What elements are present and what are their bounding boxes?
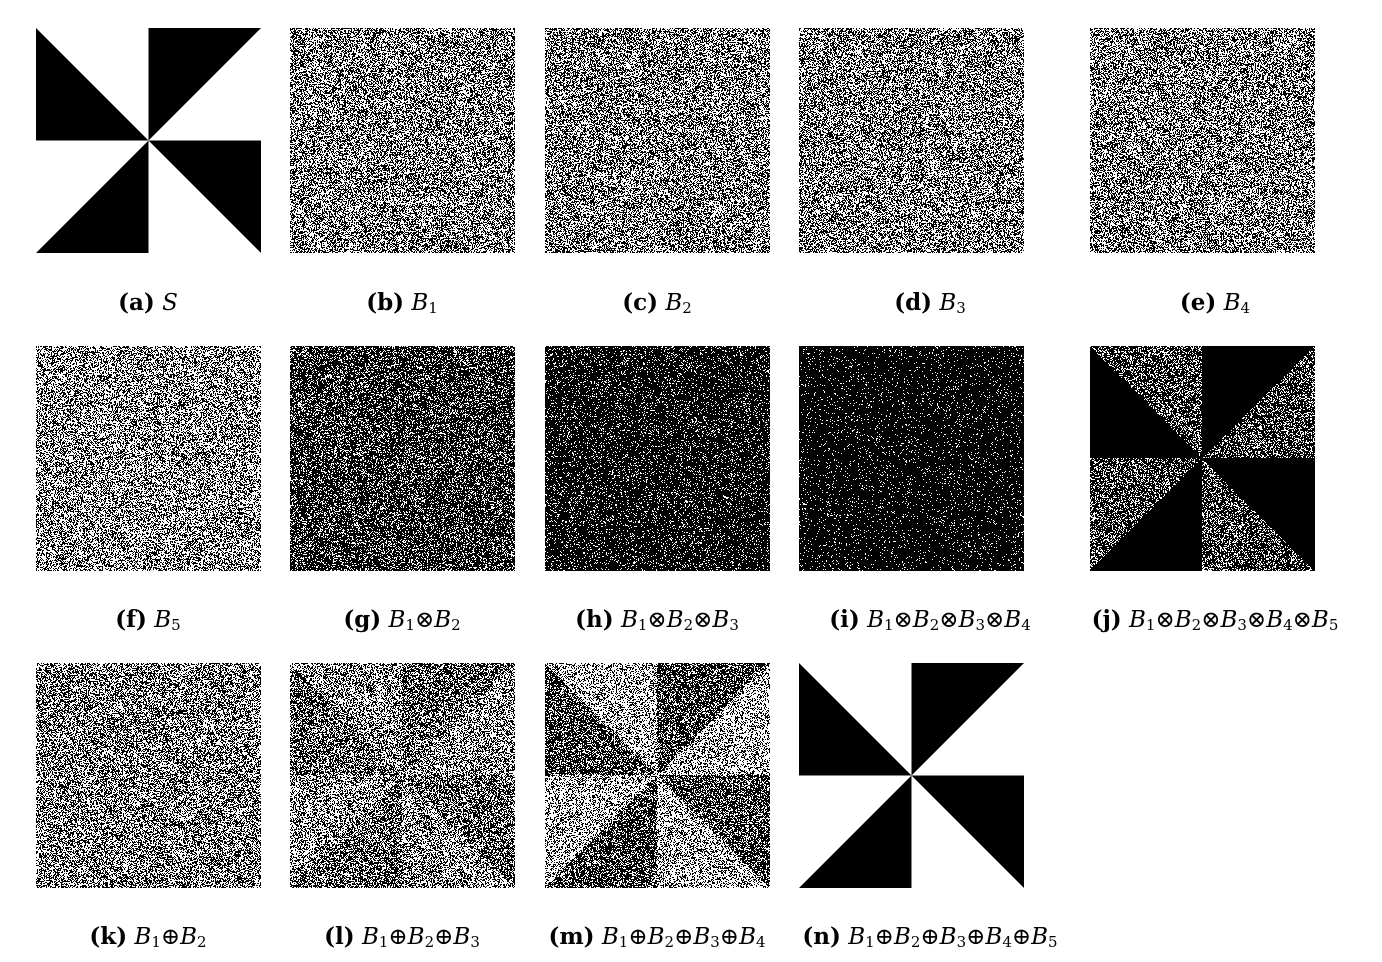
noise-texture: [545, 28, 770, 253]
noise-texture: [545, 346, 770, 571]
panel-h-image: [545, 346, 770, 571]
caption-f-letter: (f): [115, 606, 147, 633]
caption-m-formula: B1⊕B2⊕B3⊕B4: [601, 924, 766, 951]
caption-n: (n) B1⊕B2⊕B3⊕B4⊕B5: [802, 924, 1057, 955]
caption-d-formula: B3: [939, 290, 966, 317]
caption-n-formula: B1⊕B2⊕B3⊕B4⊕B5: [848, 924, 1058, 951]
noise-texture: [36, 663, 261, 888]
pinwheel-blade-2: [911, 663, 1024, 776]
panel-j-image: [1090, 346, 1315, 571]
caption-d: (d) B3: [894, 290, 966, 321]
panel-l-svg: [290, 663, 515, 888]
panel-e-image: [1090, 28, 1315, 253]
caption-j: (j) B1⊗B2⊗B3⊗B4⊗B5: [1092, 607, 1339, 638]
caption-a: (a) S: [118, 289, 178, 317]
panel-e-svg: [1090, 28, 1315, 253]
panel-d-svg: [799, 28, 1024, 253]
panel-d-image: [799, 28, 1024, 253]
caption-l: (l) B1⊕B2⊕B3: [324, 924, 480, 955]
caption-b: (b) B1: [366, 290, 438, 321]
caption-m-letter: (m): [548, 923, 595, 950]
panel-a-svg: [36, 28, 261, 253]
panel-b-image: [290, 28, 515, 253]
noise-texture: [290, 28, 515, 253]
noise-texture: [1090, 346, 1315, 571]
caption-e-letter: (e): [1179, 289, 1217, 316]
panel-m-image: [545, 663, 770, 888]
caption-f-formula: B5: [154, 607, 181, 634]
caption-j-letter: (j): [1091, 606, 1122, 633]
caption-m: (m) B1⊕B2⊕B3⊕B4: [548, 924, 765, 955]
panel-h-svg: [545, 346, 770, 571]
noise-texture: [799, 346, 1024, 571]
caption-l-letter: (l): [324, 923, 355, 950]
caption-g: (g) B1⊗B2: [343, 607, 460, 638]
pinwheel-blade-1: [36, 28, 149, 141]
panel-b-svg: [290, 28, 515, 253]
caption-f: (f) B5: [115, 607, 180, 638]
panel-i-svg: [799, 346, 1024, 571]
noise-texture: [1090, 28, 1315, 253]
caption-h-formula: B1⊗B2⊗B3: [620, 607, 739, 634]
noise-texture: [290, 663, 515, 888]
caption-k: (k) B1⊕B2: [89, 924, 206, 955]
pinwheel-blade-3: [148, 140, 261, 253]
caption-j-formula: B1⊗B2⊗B3⊗B4⊗B5: [1129, 607, 1339, 634]
noise-texture: [799, 28, 1024, 253]
caption-e-formula: B4: [1223, 290, 1251, 317]
panel-k-image: [36, 663, 261, 888]
caption-a-letter: (a): [118, 289, 155, 316]
panel-c-image: [545, 28, 770, 253]
pinwheel-blade-1: [799, 663, 912, 776]
noise-texture: [545, 663, 770, 888]
panel-l-image: [290, 663, 515, 888]
pinwheel-blade-4: [36, 140, 149, 253]
panel-m-svg: [545, 663, 770, 888]
caption-e: (e) B4: [1180, 290, 1250, 321]
panel-g-svg: [290, 346, 515, 571]
caption-l-formula: B1⊕B2⊕B3: [361, 924, 480, 951]
caption-i: (i) B1⊗B2⊗B3⊗B4: [829, 607, 1030, 638]
panel-i-image: [799, 346, 1024, 571]
caption-c: (c) B2: [622, 290, 692, 321]
panel-j-svg: [1090, 346, 1315, 571]
noise-texture: [290, 346, 515, 571]
caption-g-formula: B1⊗B2: [388, 607, 461, 634]
caption-i-letter: (i): [829, 606, 860, 633]
pinwheel-blade-3: [911, 775, 1024, 888]
pinwheel-blade-4: [799, 775, 912, 888]
caption-d-letter: (d): [894, 289, 933, 316]
caption-a-formula: S: [162, 290, 178, 316]
caption-c-formula: B2: [665, 290, 692, 317]
panel-c-svg: [545, 28, 770, 253]
pinwheel-blade-2: [148, 28, 261, 141]
panel-f-image: [36, 346, 261, 571]
caption-h: (h) B1⊗B2⊗B3: [575, 607, 739, 638]
caption-b-formula: B1: [411, 290, 438, 317]
caption-i-formula: B1⊗B2⊗B3⊗B4: [867, 607, 1031, 634]
panel-f-svg: [36, 346, 261, 571]
caption-n-letter: (n): [802, 923, 841, 950]
caption-b-letter: (b): [366, 289, 405, 316]
panel-g-image: [290, 346, 515, 571]
noise-texture: [36, 346, 261, 571]
panel-k-svg: [36, 663, 261, 888]
panel-n-image: [799, 663, 1024, 888]
caption-g-letter: (g): [343, 606, 382, 633]
caption-h-letter: (h): [575, 606, 614, 633]
panel-a-image: [36, 28, 261, 253]
caption-c-letter: (c): [622, 289, 659, 316]
caption-k-letter: (k): [89, 923, 128, 950]
caption-k-formula: B1⊕B2: [134, 924, 207, 951]
panel-n-svg: [799, 663, 1024, 888]
